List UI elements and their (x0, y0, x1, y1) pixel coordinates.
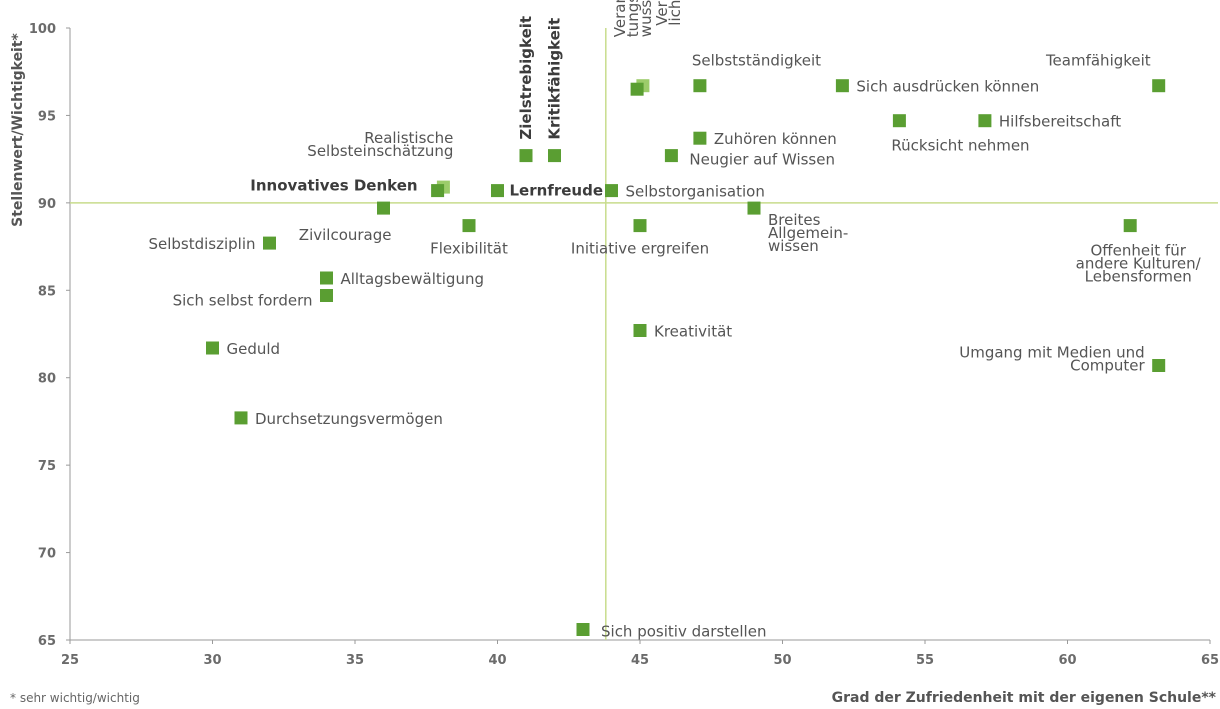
point-label: Zuhören können (714, 130, 837, 148)
y-tick-label: 100 (29, 22, 56, 37)
x-tick-label: 50 (773, 653, 791, 668)
point-label: Zivilcourage (299, 226, 392, 244)
y-tick-label: 90 (38, 197, 56, 212)
x-tick-label: 65 (1201, 653, 1219, 668)
data-point (605, 184, 618, 198)
x-tick-label: 35 (346, 653, 364, 668)
point-label: Sich selbst fordern (173, 292, 313, 310)
x-axis-ticks: 25 30 35 40 45 50 55 60 65 (61, 640, 1219, 668)
footnote: * sehr wichtig/wichtig (10, 691, 140, 705)
data-point (664, 149, 678, 163)
y-tick-label: 65 (38, 634, 56, 649)
point-label: Zielstrebigkeit (517, 16, 535, 140)
x-tick-label: 25 (61, 653, 79, 668)
point-label: Kritikfähigkeit (546, 18, 564, 140)
data-point (747, 201, 761, 215)
data-point (693, 79, 707, 93)
point-label: Innovatives Denken (250, 177, 417, 195)
point-label: Kreativität (654, 323, 732, 341)
point-label: Neugier auf Wissen (689, 151, 835, 169)
point-label: Rücksicht nehmen (891, 137, 1029, 155)
data-point (1152, 359, 1166, 372)
point-label: Lernfreude (510, 182, 604, 200)
y-tick-label: 95 (38, 109, 56, 124)
point-label: Offenheit für andere Kulturen/Lebensforme… (1076, 242, 1202, 286)
point-label: Umgang mit Medien und Computer (959, 344, 1145, 375)
point-label: Selbstorganisation (626, 183, 765, 201)
data-point (519, 149, 533, 163)
reference-lines (70, 28, 1218, 640)
y-tick-label: 70 (38, 547, 56, 562)
point-label: Selbstdisziplin (148, 235, 255, 253)
point-label: Selbstständigkeit (692, 52, 821, 70)
x-axis-title: Grad der Zufriedenheit mit der eigenen S… (832, 690, 1217, 706)
x-tick-label: 45 (631, 653, 649, 668)
data-point (835, 79, 849, 93)
point-label: Verläss-lichkeit (653, 0, 684, 26)
point-label: Durchsetzungsvermögen (255, 410, 443, 428)
y-tick-label: 80 (38, 372, 56, 387)
point-label: Initiative ergreifen (571, 240, 709, 258)
data-point (320, 289, 333, 302)
y-tick-label: 85 (38, 284, 56, 299)
point-label: Teamfähigkeit (1045, 52, 1151, 70)
data-point (462, 219, 476, 233)
data-point (1123, 219, 1137, 233)
y-tick-label: 75 (38, 459, 56, 474)
point-label: Flexibilität (430, 240, 508, 258)
data-point (206, 341, 219, 355)
data-point (892, 114, 906, 128)
data-point (633, 324, 647, 337)
point-label: Realistische Selbsteinschätzung (307, 129, 453, 160)
data-point (320, 271, 333, 285)
point-labels: Teamfähigkeit Sich ausdrücken können Selbs… (148, 0, 1202, 641)
point-label: Verantwor-tungsbe-wusstsein (611, 0, 655, 37)
data-points (206, 79, 1166, 636)
x-tick-label: 60 (1058, 653, 1076, 668)
point-label: Breites Allgemein-wissen (768, 211, 848, 255)
x-tick-label: 40 (488, 653, 506, 668)
data-point (693, 131, 707, 145)
data-point (431, 184, 445, 198)
data-point (491, 184, 504, 198)
point-label: Sich positiv darstellen (601, 623, 766, 641)
data-point (234, 411, 248, 425)
point-label: Hilfsbereitschaft (999, 113, 1121, 131)
point-label: Geduld (227, 340, 281, 358)
data-point (978, 114, 992, 128)
data-point (630, 82, 644, 96)
y-axis-ticks: 65 70 75 80 85 90 95 100 (29, 22, 70, 649)
data-point (576, 623, 590, 636)
point-label: Alltagsbewältigung (341, 270, 485, 288)
y-axis-title: Stellenwert/Wichtigkeit* (10, 32, 26, 226)
x-tick-label: 30 (203, 653, 221, 668)
data-point (1152, 79, 1166, 93)
data-point (377, 201, 390, 215)
data-point (548, 149, 561, 163)
x-tick-label: 55 (916, 653, 934, 668)
data-point (633, 219, 647, 233)
point-label: Sich ausdrücken können (856, 78, 1039, 96)
data-point (263, 236, 276, 250)
